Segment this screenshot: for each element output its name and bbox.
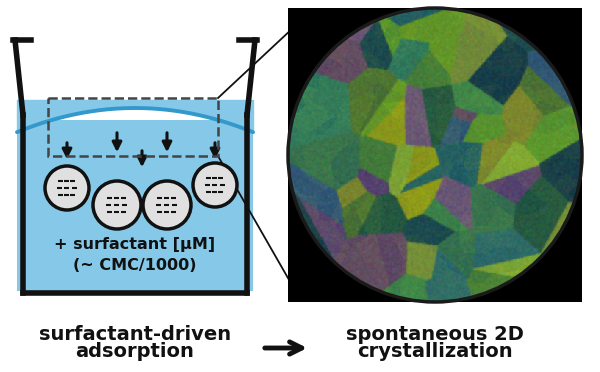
- Text: adsorption: adsorption: [76, 342, 194, 361]
- Bar: [48, 98, 218, 156]
- Circle shape: [45, 166, 89, 210]
- Circle shape: [193, 163, 237, 207]
- Text: spontaneous 2D: spontaneous 2D: [346, 325, 524, 344]
- Text: (~ CMC/1000): (~ CMC/1000): [73, 257, 197, 273]
- Circle shape: [93, 181, 141, 229]
- Polygon shape: [17, 120, 253, 291]
- Text: + surfactant [μM]: + surfactant [μM]: [55, 237, 215, 253]
- Text: surfactant-driven: surfactant-driven: [39, 325, 231, 344]
- Circle shape: [143, 181, 191, 229]
- Text: crystallization: crystallization: [357, 342, 513, 361]
